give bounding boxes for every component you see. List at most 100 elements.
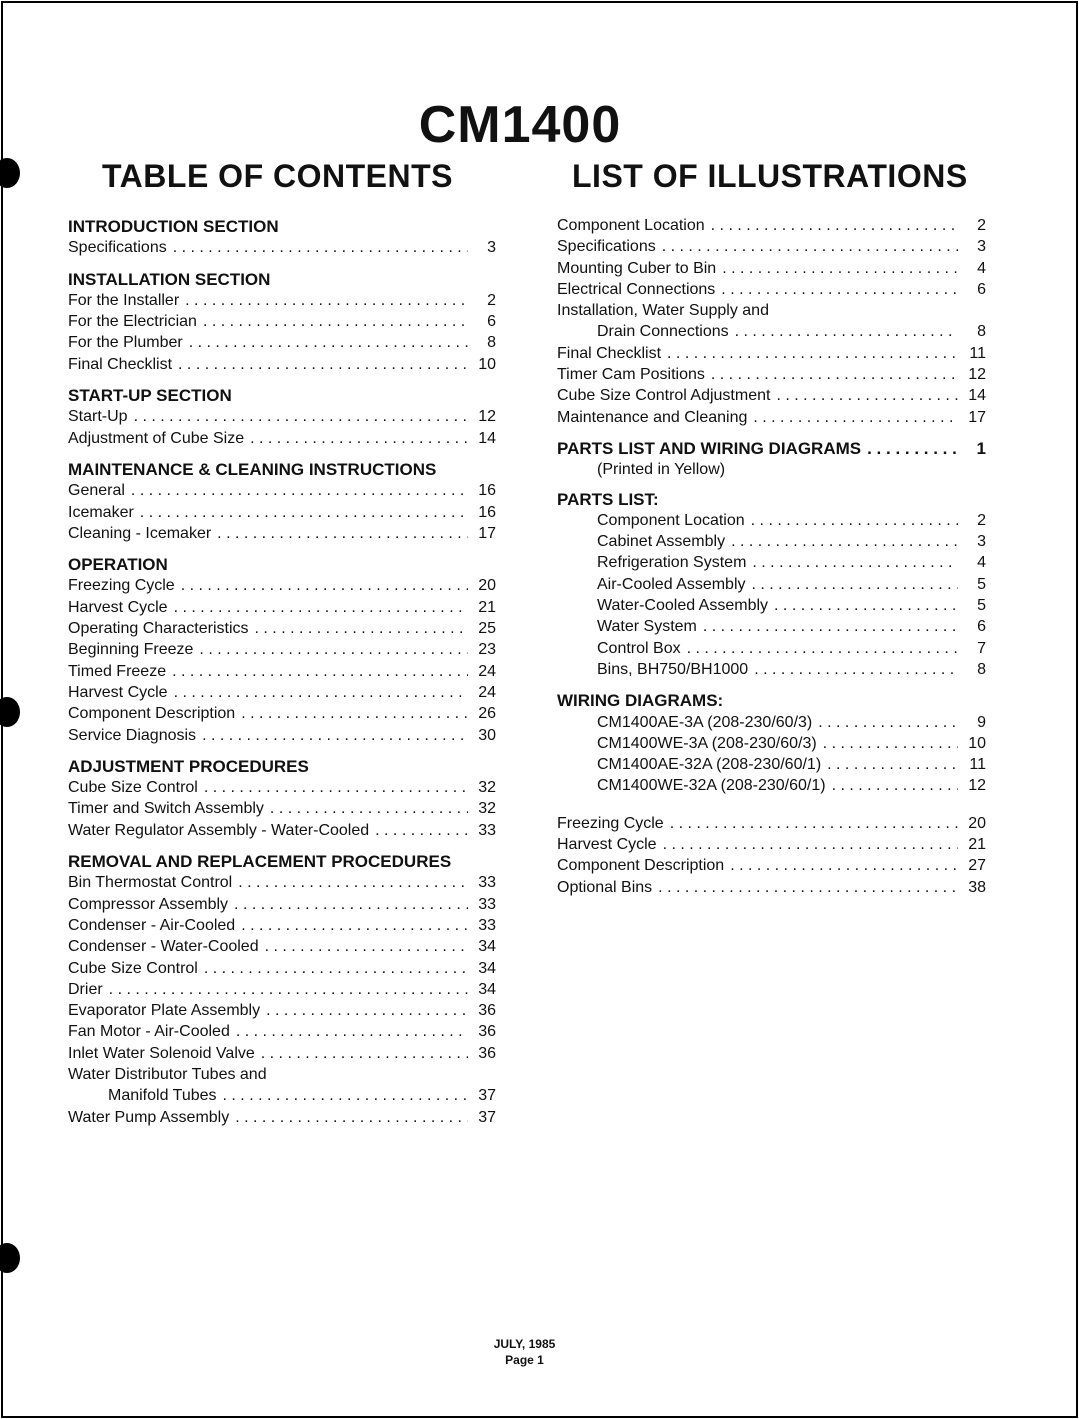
dot-leader bbox=[735, 321, 958, 342]
entry-label: Electrical Connections bbox=[557, 280, 716, 298]
section-heading-label: INSTALLATION SECTION bbox=[68, 269, 271, 289]
entry-label: For the Electrician bbox=[68, 313, 197, 331]
entry-label: Optional Bins bbox=[557, 878, 653, 896]
dot-leader bbox=[235, 1107, 468, 1128]
entry-label: Condenser - Water-Cooled bbox=[68, 938, 259, 956]
dot-leader bbox=[375, 820, 468, 841]
page-number: 33 bbox=[478, 874, 496, 892]
page-number: 5 bbox=[977, 575, 986, 593]
entry-label: Compressor Assembly bbox=[68, 895, 229, 913]
entry-label: Mounting Cuber to Bin bbox=[557, 259, 717, 277]
page-number: 20 bbox=[968, 814, 986, 832]
entry-label: Icemaker bbox=[68, 503, 134, 521]
entry-label: Timer Cam Positions bbox=[557, 366, 705, 384]
toc-entry: Condenser - Air-Cooled 33 bbox=[68, 915, 496, 936]
page-number: 14 bbox=[968, 387, 986, 405]
toc-entry: Service Diagnosis 30 bbox=[68, 725, 496, 746]
entry-label: Drier bbox=[68, 980, 103, 998]
toc-entry: Electrical Connections 6 bbox=[557, 279, 986, 300]
page-number: 12 bbox=[968, 777, 986, 795]
dot-leader bbox=[174, 682, 468, 703]
dot-leader bbox=[234, 894, 468, 915]
page-number: 32 bbox=[478, 800, 496, 818]
toc-entry: Cube Size Control 34 bbox=[68, 958, 496, 979]
toc-entry: Water-Cooled Assembly 5 bbox=[557, 595, 986, 616]
document-title: CM1400 bbox=[418, 96, 622, 154]
toc-entry: Final Checklist 10 bbox=[68, 354, 496, 375]
dot-leader bbox=[832, 775, 958, 796]
dot-leader bbox=[867, 438, 958, 459]
entry-label: Freezing Cycle bbox=[557, 814, 664, 832]
entry-label: Refrigeration System bbox=[597, 554, 747, 572]
toc-entry: Cabinet Assembly 3 bbox=[557, 531, 986, 552]
entry-label: Inlet Water Solenoid Valve bbox=[68, 1044, 255, 1062]
section: INTRODUCTION SECTION Specifications 3 bbox=[68, 216, 496, 259]
dot-leader bbox=[236, 1021, 468, 1042]
toc-entry: Refrigeration System 4 bbox=[557, 552, 986, 573]
dot-leader bbox=[223, 1085, 468, 1106]
page-number: 5 bbox=[977, 597, 986, 615]
section-heading: PARTS LIST AND WIRING DIAGRAMS 1 bbox=[557, 438, 986, 459]
page-number: 8 bbox=[977, 323, 986, 341]
page-number: 4 bbox=[977, 554, 986, 572]
list-of-illustrations: Component Location 2 Specifications 3 Mounti… bbox=[557, 215, 986, 908]
toc-entry: Timer and Switch Assembly 32 bbox=[68, 798, 496, 819]
dot-leader bbox=[711, 215, 958, 236]
page-number: 8 bbox=[977, 660, 986, 678]
dot-leader bbox=[203, 311, 468, 332]
section-heading: ADJUSTMENT PROCEDURES bbox=[68, 756, 496, 777]
section: Freezing Cycle20Harvest Cycle21Component… bbox=[557, 813, 986, 898]
dot-leader bbox=[255, 618, 468, 639]
toc-entry: Manifold Tubes 37 bbox=[68, 1085, 496, 1106]
toc-entry: Harvest Cycle 24 bbox=[68, 682, 496, 703]
entry-label: Harvest Cycle bbox=[68, 683, 168, 701]
entry-label: Air-Cooled Assembly bbox=[597, 575, 746, 593]
entry-label: Installation, Water Supply and bbox=[557, 302, 769, 320]
page-number: 21 bbox=[968, 836, 986, 854]
page-number: 16 bbox=[478, 482, 496, 500]
dot-leader bbox=[134, 406, 468, 427]
entry-label: Manifold Tubes bbox=[108, 1087, 217, 1105]
section-heading-label: PARTS LIST: bbox=[557, 489, 659, 509]
entry-label: Beginning Freeze bbox=[68, 641, 194, 659]
toc-entry: Component Description 27 bbox=[557, 855, 986, 876]
page-number: 23 bbox=[478, 641, 496, 659]
dot-leader bbox=[109, 979, 468, 1000]
dot-leader bbox=[703, 616, 958, 637]
dot-leader bbox=[202, 725, 468, 746]
entry-label: Adjustment of Cube Size bbox=[68, 429, 245, 447]
entry-label: Operating Characteristics bbox=[68, 620, 249, 638]
page-number: 6 bbox=[487, 313, 496, 331]
page-number: 14 bbox=[478, 429, 496, 447]
entry-label: Condenser - Air-Cooled bbox=[68, 916, 236, 934]
entry-label: Water Distributor Tubes and bbox=[68, 1065, 267, 1083]
section-heading-label: PARTS LIST AND WIRING DIAGRAMS bbox=[557, 438, 862, 458]
dot-leader bbox=[722, 258, 958, 279]
toc-entry: For the Electrician 6 bbox=[68, 311, 496, 332]
page-number: 10 bbox=[478, 355, 496, 373]
section: PARTS LIST: Component Location 2 Cabinet As… bbox=[557, 489, 986, 681]
page-number: 6 bbox=[977, 280, 986, 298]
page-number: 20 bbox=[478, 577, 496, 595]
dot-leader bbox=[199, 639, 468, 660]
section-heading: OPERATION bbox=[68, 554, 496, 575]
entry-label: Fan Motor - Air-Cooled bbox=[68, 1023, 230, 1041]
page-number: 3 bbox=[487, 239, 496, 257]
toc-entry: Timed Freeze 24 bbox=[68, 661, 496, 682]
section: START-UP SECTION Start-Up 12 Adjustment of … bbox=[68, 385, 496, 449]
footer: JULY, 1985 Page 1 bbox=[0, 1336, 1049, 1368]
page-number: 37 bbox=[478, 1087, 496, 1105]
page-number: 17 bbox=[968, 408, 986, 426]
entry-label: Component Description bbox=[557, 857, 725, 875]
entry-label: Water-Cooled Assembly bbox=[597, 597, 769, 615]
entry-label: Timer and Switch Assembly bbox=[68, 800, 264, 818]
dot-leader bbox=[751, 510, 958, 531]
toc-entry: Harvest Cycle 21 bbox=[557, 834, 986, 855]
page-number: 2 bbox=[977, 217, 986, 234]
toc-entry: CM1400AE-3A (208-230/60/3) 9 bbox=[557, 712, 986, 733]
toc-entry: Fan Motor - Air-Cooled 36 bbox=[68, 1021, 496, 1042]
toc-entry: Cleaning - Icemaker 17 bbox=[68, 523, 496, 544]
page-number: 12 bbox=[478, 408, 496, 426]
dot-leader bbox=[172, 661, 468, 682]
entry-label: Water Pump Assembly bbox=[68, 1108, 230, 1126]
